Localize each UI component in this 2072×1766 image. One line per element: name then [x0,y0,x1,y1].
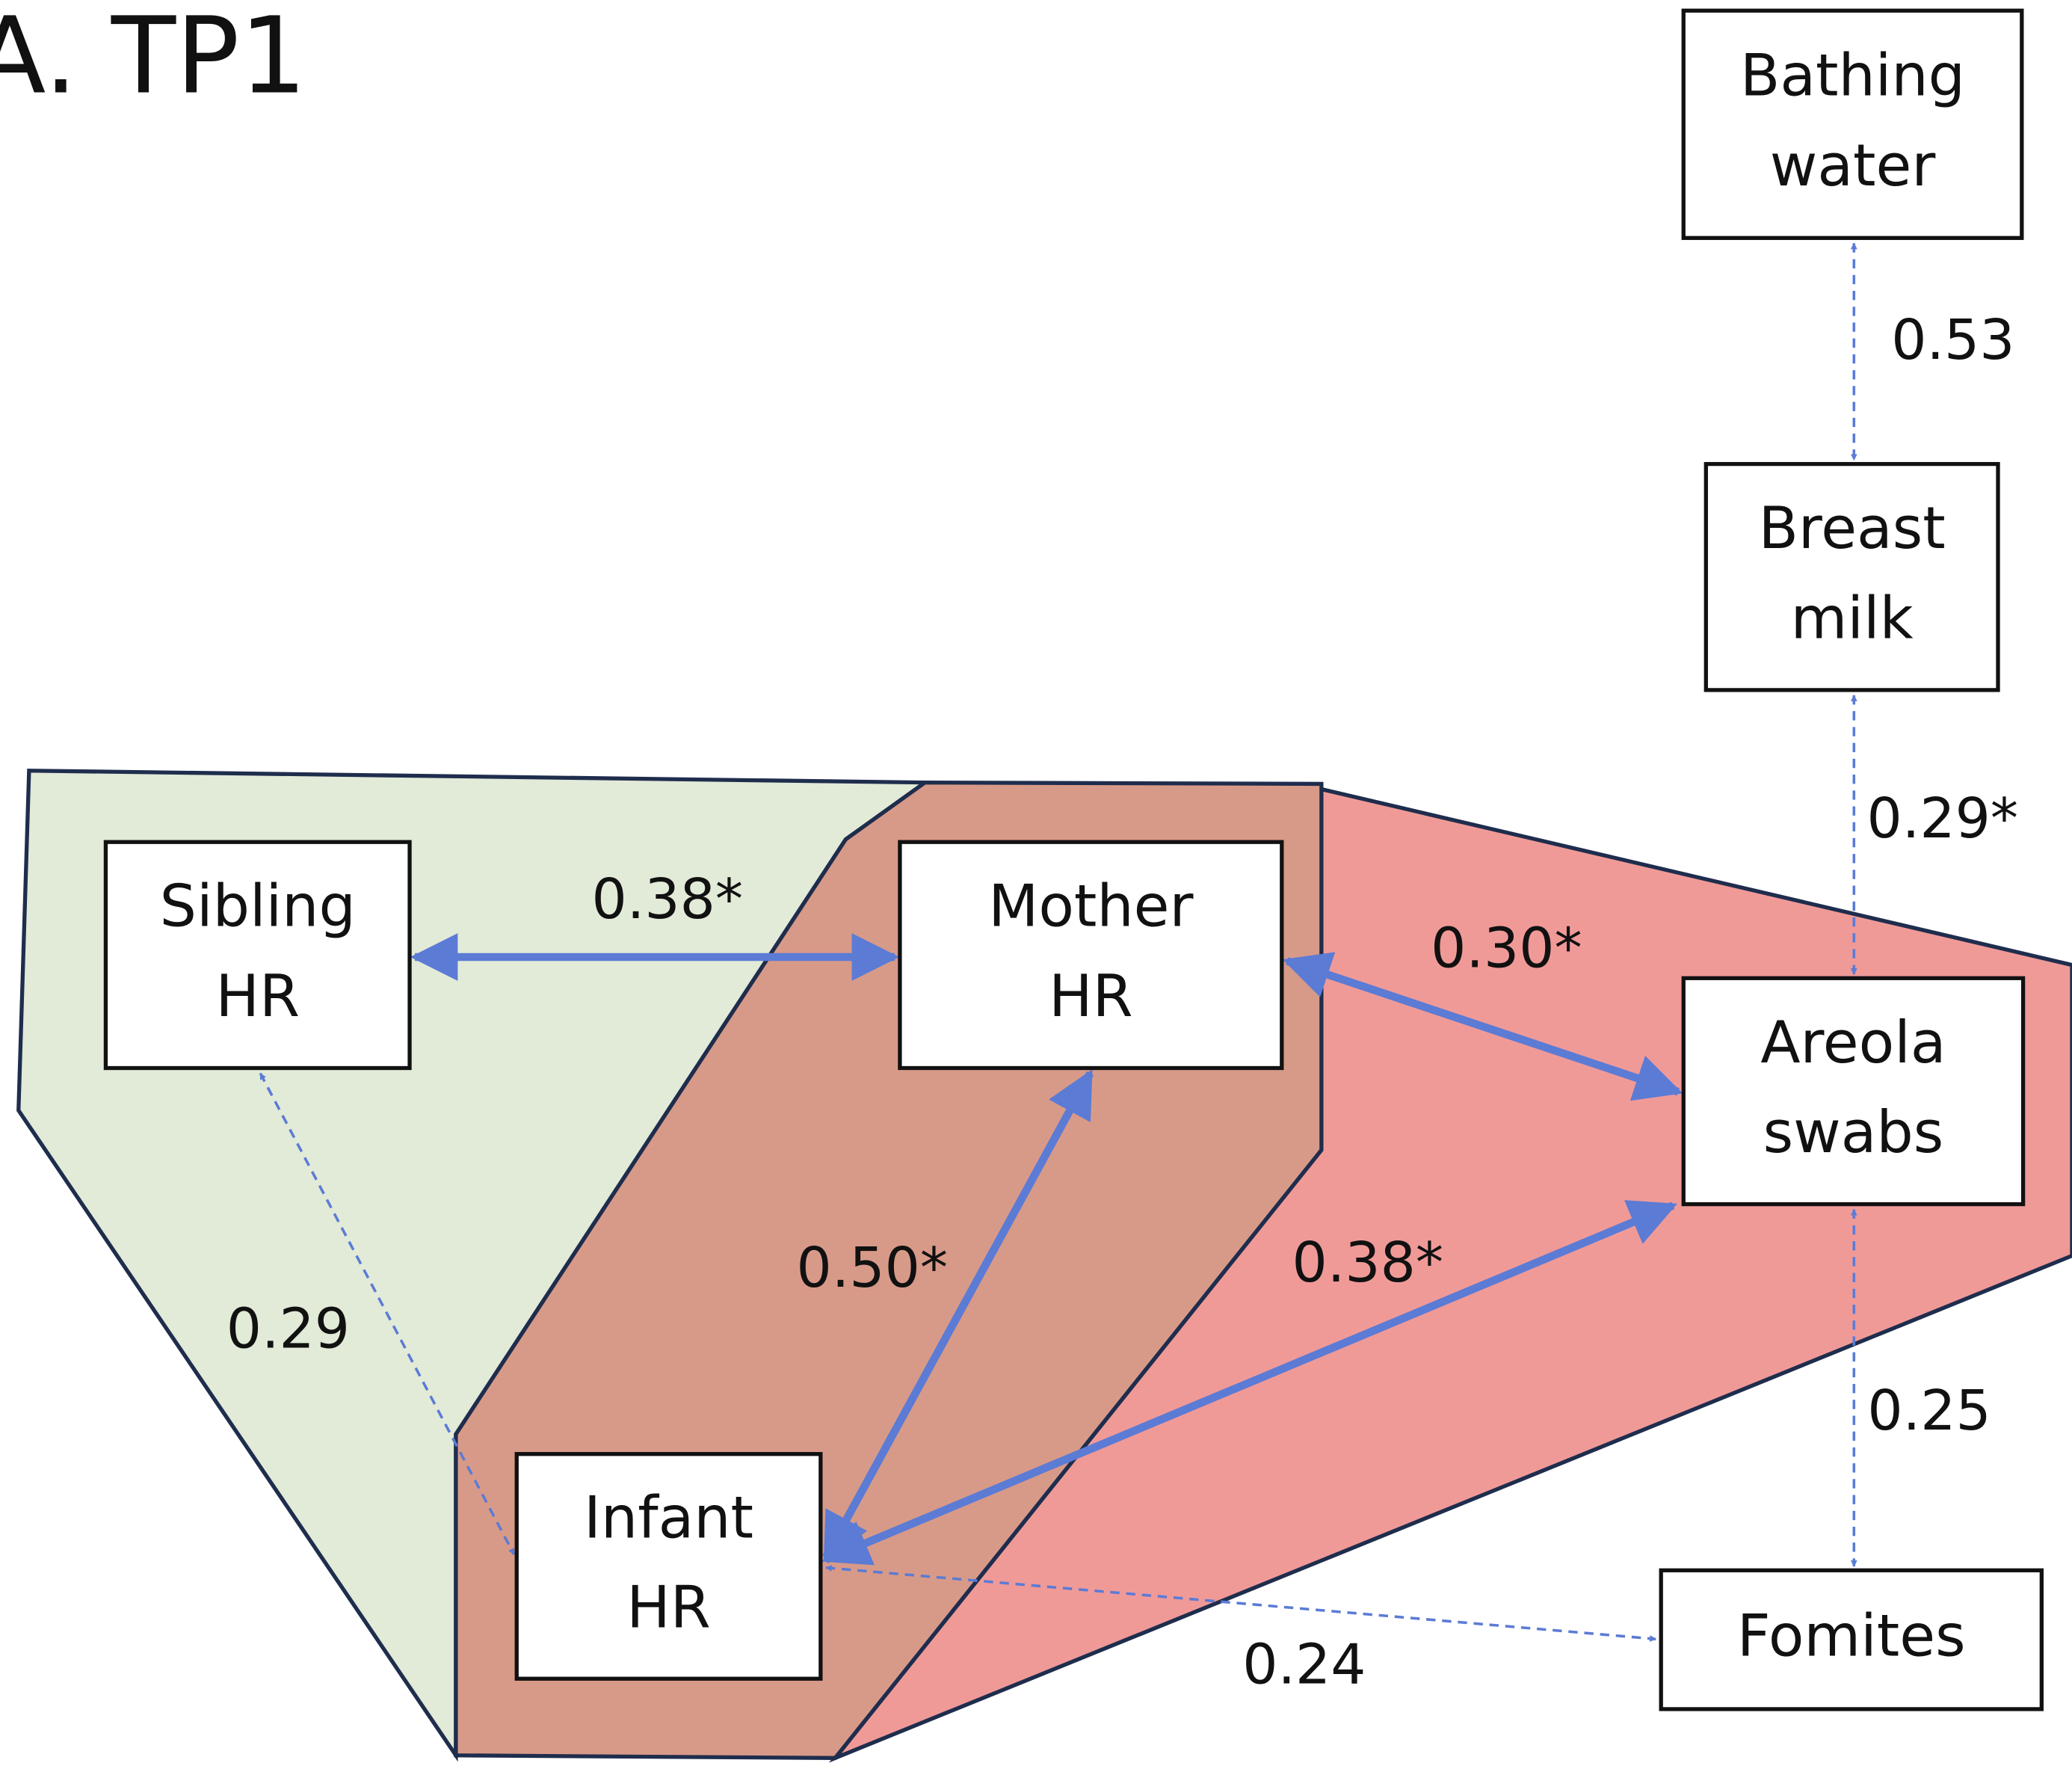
edges: 0.53 0.29* 0.38* 0.30* 0.50* 0.38* 0.29 0.25 0.2… [226,242,2018,1697]
edge-label: 0.24 [1242,1632,1366,1697]
node-label: Mother [988,873,1193,941]
edge [259,1072,516,1555]
node-label: Breast [1759,495,1946,562]
node-box [898,840,1284,1071]
node-label: Areola [1760,1009,1946,1077]
node-label: HR [626,1575,711,1642]
node-label: Infant [584,1484,753,1551]
node-label: Bathing [1740,43,1965,110]
edge-label: 0.38* [592,867,743,932]
title: A. TP1 [0,0,306,118]
node-label: milk [1791,585,1914,652]
node-label: Fomites [1737,1603,1966,1670]
edge [821,1200,1677,1566]
nodes: Bathing water Breast milk Sibling HR Mother HR A… [103,8,2044,1711]
node-box [103,840,412,1071]
edge-label: 0.53 [1891,307,2014,372]
edge [1282,952,1683,1101]
node-box [1659,1568,2044,1711]
edge-label: 0.29 [226,1296,350,1362]
node-label: water [1770,132,1936,200]
edge [825,1565,1657,1642]
node-box [1681,976,2026,1207]
node-box [1703,461,2000,692]
edge-label: 0.38* [1292,1230,1443,1295]
node-box [1681,8,2024,240]
edge-label: 0.30* [1431,915,1582,980]
node-box [514,1452,823,1681]
node-label: HR [1049,963,1133,1030]
node-label: Sibling [160,873,356,941]
node-label: swabs [1763,1099,1944,1166]
edge-label: 0.25 [1867,1378,1991,1443]
edge-label: 0.50* [797,1235,948,1300]
node-label: HR [215,963,300,1030]
edge-label: 0.29* [1867,786,2018,851]
